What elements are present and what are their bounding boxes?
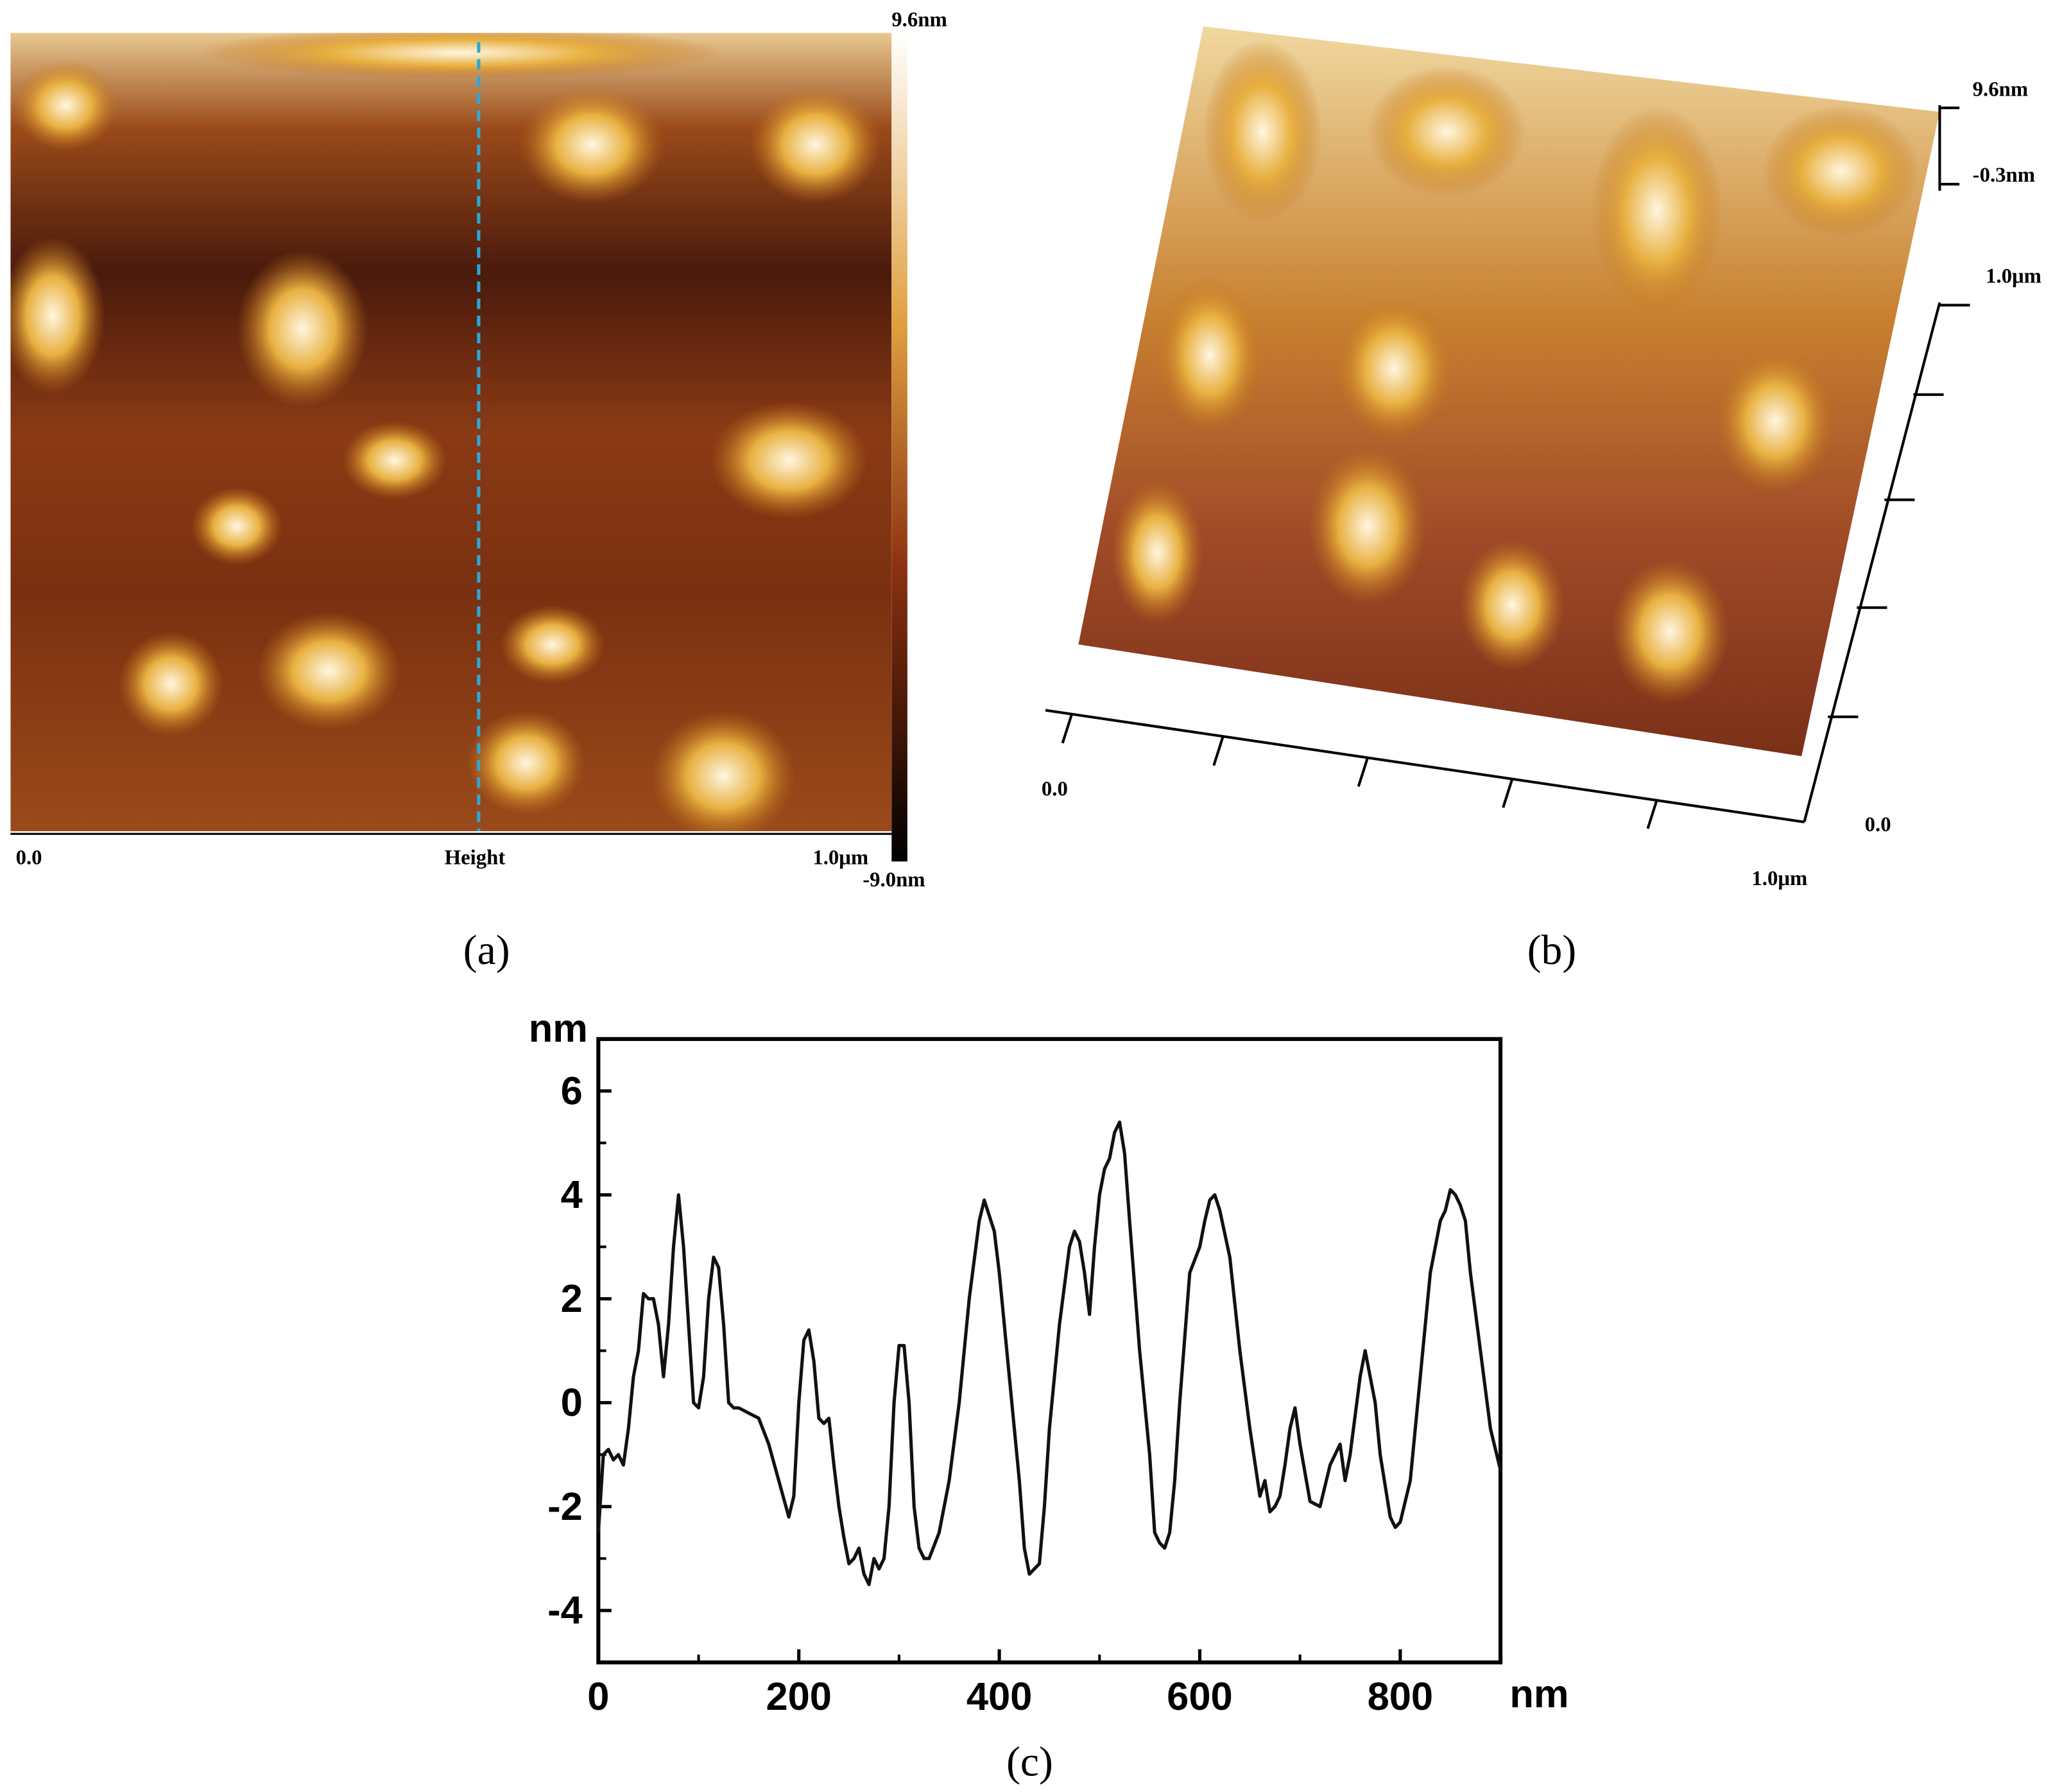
y-tick-label: -4 [547,1589,583,1633]
y-tick-label: 4 [561,1173,583,1217]
y-tick-label: 0 [561,1381,583,1425]
x-end: 1.0μm [1751,867,1807,890]
y-axis-label: nm [529,1006,588,1051]
x-tick-label: 0 [587,1675,609,1719]
y-tick-label: 6 [561,1069,583,1113]
y-tick-label: 2 [561,1277,583,1321]
x-start: 0.0 [16,846,42,869]
scale-bottom: -9.0nm [863,868,925,892]
scale-top: 9.6nm [891,8,947,31]
x-label: Height [445,846,506,869]
caption: (c) [1006,1739,1053,1785]
y-tick-label: -2 [547,1485,583,1529]
caption: (a) [463,927,510,974]
afm-height-image [10,33,892,832]
x-tick-label: 200 [766,1675,832,1719]
color-bar [891,33,907,862]
y-start: 0.0 [1865,813,1891,836]
profile-line [596,1120,1502,1587]
3d-axes [1045,105,1970,829]
x-tick-label: 800 [1368,1675,1434,1719]
caption: (b) [1527,927,1576,974]
x-start: 0.0 [1042,778,1068,801]
x-axis-label: nm [1509,1672,1568,1716]
x-tick-label: 600 [1167,1675,1233,1719]
z-top: 9.6nm [1973,78,2028,101]
afm-3d-surface [1078,26,1940,757]
z-mid: -0.3nm [1973,164,2035,187]
x-end: 1.0μm [812,846,868,869]
x-tick-label: 400 [967,1675,1033,1719]
y-end: 1.0μm [1986,265,2041,288]
